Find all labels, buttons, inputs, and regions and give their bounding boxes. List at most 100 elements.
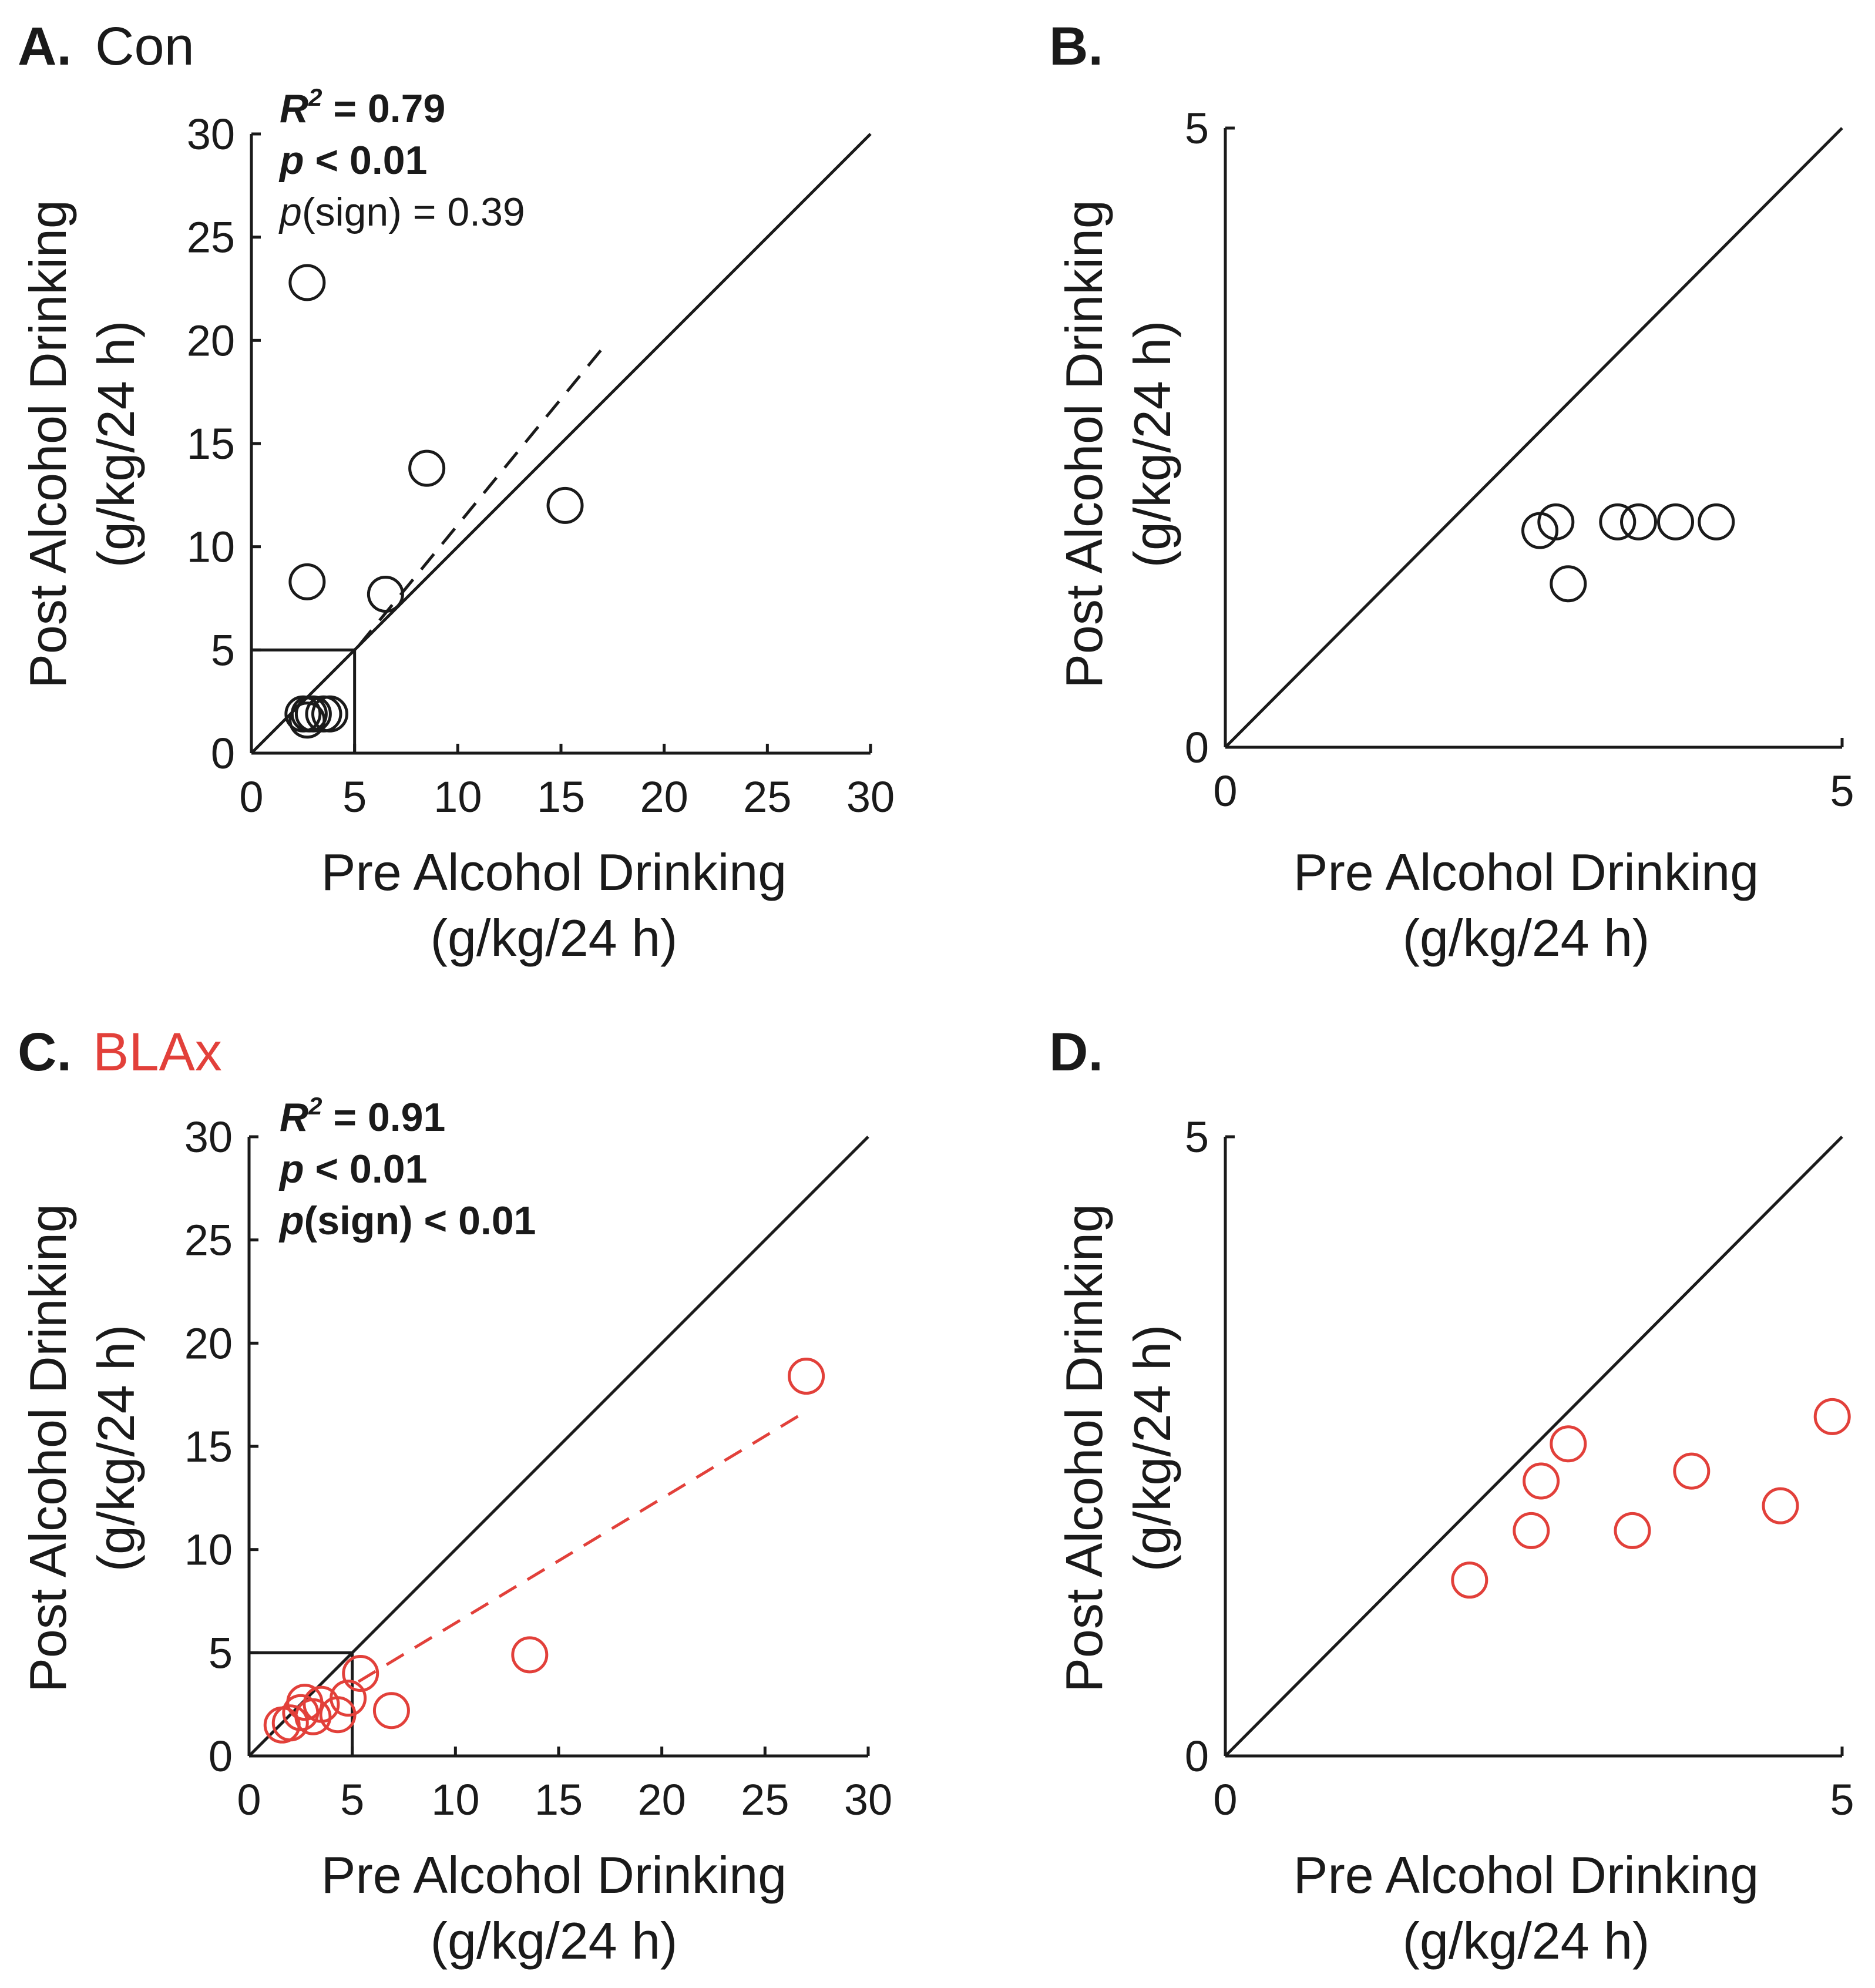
panel-c-data-point	[511, 1636, 549, 1674]
panel-a-r2-value: = 0.79	[322, 86, 445, 131]
panel-c-p-stat: p < 0.01	[278, 1147, 427, 1191]
panel-c-ylabel-units: (g/kg/24 h)	[87, 1325, 145, 1572]
panel-b-xlabel: Pre Alcohol Drinking	[1293, 843, 1759, 901]
panel-c-psign-label: p	[278, 1198, 304, 1243]
panel-b-xlabel-units: (g/kg/24 h)	[1403, 909, 1650, 967]
panel-d-ylabel: Post Alcohol Drinking	[1055, 1204, 1113, 1693]
panel-d-x-tick-label: 0	[1213, 1775, 1237, 1824]
panel-b-plot: 0 5 0 5	[1185, 104, 1854, 815]
panel-c-data-point	[342, 1654, 379, 1692]
panel-a-y-tick-label: 10	[187, 523, 235, 572]
panel-a-ylabel: Post Alcohol Drinking	[19, 200, 77, 689]
panel-a-x-tick-label: 20	[640, 773, 688, 821]
panel-c-xlabel: Pre Alcohol Drinking	[321, 1846, 787, 1904]
panel-c-x-tick-label: 10	[431, 1775, 479, 1824]
panel-c-r2-label: R	[280, 1095, 308, 1140]
panel-a-data-point	[311, 695, 349, 733]
panel-d-identity-line	[1224, 1136, 1843, 1757]
panel-c-r2-stat: R2 = 0.91	[280, 1092, 445, 1140]
panel-c-y-tick-label: 0	[209, 1732, 233, 1781]
panel-b-data-point	[1620, 503, 1657, 540]
panel-c-letter: C.	[18, 1022, 72, 1082]
panel-a-plot: 0 5 10 15 20 25 30 0 5 10 15 20 25 30	[187, 110, 895, 821]
panel-a-r2-stat: R2 = 0.79	[280, 83, 445, 131]
panel-b-identity-line	[1224, 127, 1843, 748]
panel-c-y-tick-label: 15	[184, 1422, 233, 1471]
panel-b-data-point	[1550, 565, 1587, 603]
panel-d: D. 0 5 0 5 Pre Alcohol Drinking (g/kg/24 h)…	[1049, 1022, 1854, 1970]
panel-c-fit-line	[357, 1410, 807, 1683]
panel-a-psign-label: p	[278, 190, 302, 234]
panel-a-r2-label: R	[280, 86, 308, 131]
panel-a-y-tick-label: 0	[211, 729, 235, 778]
panel-b-data-point	[1657, 503, 1694, 540]
panel-b-y-tick-label: 0	[1185, 723, 1209, 772]
panel-d-data-point	[1762, 1487, 1799, 1524]
panel-a-letter: A.	[18, 16, 72, 76]
panel-c-psign-stat: p(sign) < 0.01	[278, 1198, 536, 1243]
panel-b: B. 0 5 0 5 Pre Alcohol Drinking (g/kg/24 h)…	[1049, 16, 1854, 967]
panel-c-plot: 0 5 10 15 20 25 30 0 5 10 15 20 25 30	[184, 1113, 892, 1824]
panel-d-y-tick-label: 0	[1185, 1732, 1209, 1781]
panel-b-x-tick-label: 5	[1830, 767, 1854, 815]
panel-d-xlabel-units: (g/kg/24 h)	[1403, 1912, 1650, 1970]
panel-a-ylabel-units: (g/kg/24 h)	[87, 321, 145, 568]
panel-d-xlabel: Pre Alcohol Drinking	[1293, 1846, 1759, 1904]
panel-a-r2-sup: 2	[308, 83, 322, 111]
panel-b-ylabel: Post Alcohol Drinking	[1055, 200, 1113, 689]
panel-a-x-tick-label: 15	[537, 773, 585, 821]
panel-a-x-tick-label: 30	[846, 773, 895, 821]
panel-c-xlabel-units: (g/kg/24 h)	[431, 1912, 678, 1970]
panel-d-x-tick-label: 5	[1830, 1775, 1854, 1824]
panel-d-ylabel-units: (g/kg/24 h)	[1123, 1325, 1181, 1572]
panel-a-data-point	[288, 264, 326, 301]
panel-c-x-tick-label: 0	[237, 1775, 261, 1824]
panel-d-plot: 0 5 0 5	[1185, 1113, 1854, 1824]
panel-a-p-value: < 0.01	[304, 138, 428, 183]
panel-d-data-point	[1614, 1512, 1651, 1549]
panel-a-data-point	[408, 449, 446, 487]
panel-b-data-point	[1698, 503, 1735, 540]
panel-a-y-tick-label: 20	[187, 316, 235, 365]
panel-c-data-point	[263, 1706, 301, 1744]
panel-c-title: BLAx	[93, 1022, 222, 1082]
panel-d-data-point	[1451, 1561, 1488, 1599]
panel-c-data-point	[788, 1358, 825, 1395]
panel-c-x-tick-label: 20	[638, 1775, 686, 1824]
panel-c-p-value: < 0.01	[304, 1147, 428, 1191]
panel-b-ylabel-units: (g/kg/24 h)	[1123, 321, 1181, 568]
panel-c-psign-value: (sign) < 0.01	[304, 1198, 536, 1243]
panel-a-p-stat: p < 0.01	[278, 138, 427, 183]
panel-a-data-point	[367, 575, 404, 613]
panel-a-x-tick-label: 0	[239, 773, 263, 821]
panel-c-y-tick-label: 20	[184, 1319, 233, 1368]
panel-c-x-tick-label: 15	[535, 1775, 583, 1824]
panel-a-y-tick-label: 15	[187, 419, 235, 468]
panel-c-r2-sup: 2	[308, 1092, 322, 1120]
panel-c-y-tick-label: 25	[184, 1216, 233, 1265]
panel-b-letter: B.	[1049, 16, 1103, 76]
panel-a-fit-line	[357, 347, 604, 647]
panel-d-y-tick-label: 5	[1185, 1113, 1209, 1161]
panel-a-data-point	[546, 486, 584, 524]
panel-d-data-point	[1813, 1398, 1851, 1435]
panel-a-p-label: p	[278, 138, 304, 183]
panel-d-data-point	[1550, 1425, 1587, 1463]
panel-a-xlabel: Pre Alcohol Drinking	[321, 843, 787, 901]
panel-c-ylabel: Post Alcohol Drinking	[19, 1204, 77, 1693]
panel-c-x-tick-label: 25	[741, 1775, 789, 1824]
panel-b-x-tick-label: 0	[1213, 767, 1237, 815]
panel-a-x-tick-label: 25	[743, 773, 791, 821]
panel-b-data-point	[1599, 503, 1637, 540]
panel-a-x-tick-label: 10	[434, 773, 482, 821]
panel-c-x-tick-label: 5	[340, 1775, 364, 1824]
panel-c-p-label: p	[278, 1147, 304, 1191]
panel-d-data-point	[1513, 1512, 1550, 1549]
panel-a-data-point	[288, 701, 326, 739]
panel-b-y-tick-label: 5	[1185, 104, 1209, 153]
panel-c-r2-value: = 0.91	[322, 1095, 445, 1140]
panel-a-xlabel-units: (g/kg/24 h)	[431, 909, 678, 967]
panel-c-y-tick-label: 5	[209, 1628, 233, 1677]
panel-a-zoom-box	[251, 648, 357, 753]
